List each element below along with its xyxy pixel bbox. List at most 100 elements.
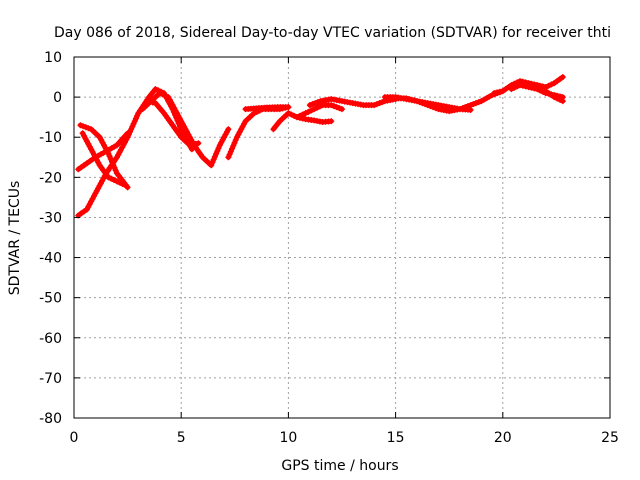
data-point (511, 84, 518, 91)
plot-frame (73, 56, 611, 419)
data-point (112, 167, 119, 174)
data-point (119, 181, 126, 188)
data-point (316, 103, 323, 110)
x-tick-label: 15 (387, 430, 405, 446)
data-point (496, 88, 503, 95)
y-tick-label: -70 (39, 371, 62, 387)
data-point (539, 83, 546, 90)
data-point (475, 99, 482, 106)
data-point (312, 100, 319, 107)
data-point (85, 125, 92, 132)
data-point (525, 84, 532, 91)
y-tick-label: -10 (39, 130, 62, 146)
data-point (105, 150, 112, 157)
data-point (226, 151, 233, 158)
series-track-9 (270, 110, 335, 133)
data-point (110, 161, 117, 168)
data-point (208, 162, 215, 169)
data-point (134, 112, 141, 119)
data-point (559, 94, 566, 101)
data-point (152, 86, 159, 93)
data-point (470, 101, 477, 108)
data-point (516, 82, 523, 89)
data-point (288, 111, 295, 118)
x-axis-label: GPS time / hours (281, 458, 398, 474)
data-point (556, 93, 563, 100)
data-point (293, 114, 300, 121)
data-point (427, 103, 434, 110)
data-point (195, 140, 202, 147)
series-track-7 (225, 104, 292, 161)
data-point (333, 104, 340, 111)
data-point (456, 106, 463, 113)
data-point (111, 177, 118, 184)
data-point (105, 174, 112, 181)
grid (74, 57, 610, 418)
data-point (311, 106, 318, 113)
data-point (519, 82, 526, 89)
data-point (159, 91, 166, 98)
series-track-15 (508, 82, 566, 101)
data-point (299, 111, 306, 118)
data-point (132, 115, 139, 122)
data-point (296, 112, 303, 119)
data-point (230, 142, 237, 149)
data-point (80, 123, 87, 130)
data-point (408, 96, 415, 103)
data-series (75, 74, 566, 219)
y-tick-label: -80 (39, 411, 62, 427)
data-point (459, 105, 466, 112)
data-point (371, 102, 378, 109)
data-point (528, 84, 535, 91)
data-point (462, 104, 469, 111)
data-point (432, 105, 439, 112)
data-point (494, 89, 501, 96)
data-point (225, 126, 232, 133)
data-point (416, 99, 423, 106)
data-point (227, 148, 234, 155)
data-point (209, 159, 216, 166)
data-point (82, 124, 89, 131)
data-point (424, 102, 431, 109)
data-point (210, 156, 217, 163)
data-point (313, 104, 320, 111)
y-tick-label: -20 (39, 170, 62, 186)
data-point (130, 120, 137, 127)
data-point (376, 100, 383, 107)
x-tick-label: 20 (494, 430, 512, 446)
data-point (403, 95, 410, 102)
data-point (116, 179, 123, 186)
data-point (551, 92, 558, 99)
data-point (339, 106, 345, 113)
data-point (554, 92, 561, 99)
data-point (131, 118, 138, 125)
data-point (108, 158, 115, 165)
data-point (215, 145, 222, 152)
data-point (314, 99, 321, 106)
data-point (419, 100, 426, 107)
data-point (430, 104, 437, 111)
data-point (328, 118, 335, 125)
data-point (305, 108, 312, 115)
data-point (77, 122, 84, 129)
data-point (548, 81, 555, 88)
series-track-4 (79, 130, 129, 189)
data-point (542, 84, 549, 91)
data-point (414, 98, 421, 105)
data-point (559, 74, 566, 81)
data-point (213, 150, 220, 157)
y-tick-label: 0 (53, 90, 62, 106)
data-point (129, 123, 136, 130)
data-point (473, 100, 479, 107)
data-point (232, 137, 239, 144)
data-point (308, 107, 315, 114)
data-point (107, 155, 114, 162)
data-point (491, 90, 498, 97)
data-point (422, 101, 429, 108)
x-tick-label: 25 (601, 430, 619, 446)
data-point (514, 83, 521, 90)
y-axis-label: SDTVAR / TECUs (7, 181, 23, 296)
data-point (536, 82, 543, 89)
data-point (111, 164, 118, 171)
